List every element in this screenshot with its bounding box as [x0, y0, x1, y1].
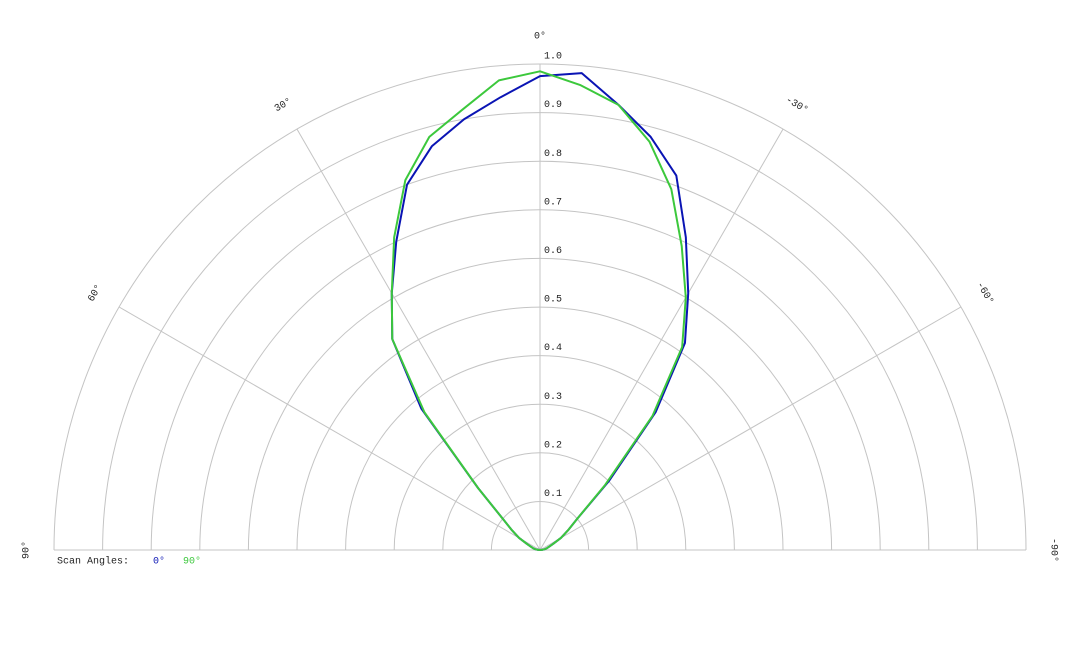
grid-spoke [118, 306, 541, 551]
radial-tick-label: 0.4 [544, 343, 562, 354]
grid-spoke [296, 128, 541, 551]
radial-tick-label: 0.7 [544, 197, 562, 208]
angle-tick-label: -60° [973, 280, 995, 307]
grid-spoke [539, 306, 962, 551]
legend-entry: 90° [183, 556, 201, 568]
angle-tick-label: 90° [21, 541, 33, 559]
angle-tick-label: 30° [273, 96, 295, 115]
radial-tick-label: 0.8 [544, 149, 562, 160]
legend-entry: 0° [153, 556, 165, 568]
radial-tick-label: 0.6 [544, 246, 562, 257]
series-line [390, 70, 687, 551]
radial-tick-label: 0.1 [544, 489, 562, 500]
radial-tick-label: 1.0 [544, 52, 562, 63]
angle-tick-label: 0° [534, 31, 546, 43]
legend-title: Scan Angles: [57, 556, 129, 568]
radial-tick-label: 0.9 [544, 100, 562, 111]
grid-spoke [539, 128, 784, 551]
radial-tick-label: 0.5 [544, 295, 562, 306]
radial-tick-label: 0.3 [544, 392, 562, 403]
angle-tick-label: -90° [1047, 538, 1059, 562]
angle-tick-label: 60° [86, 283, 105, 305]
radial-tick-label: 0.2 [544, 440, 562, 451]
angle-tick-label: -30° [783, 94, 810, 116]
